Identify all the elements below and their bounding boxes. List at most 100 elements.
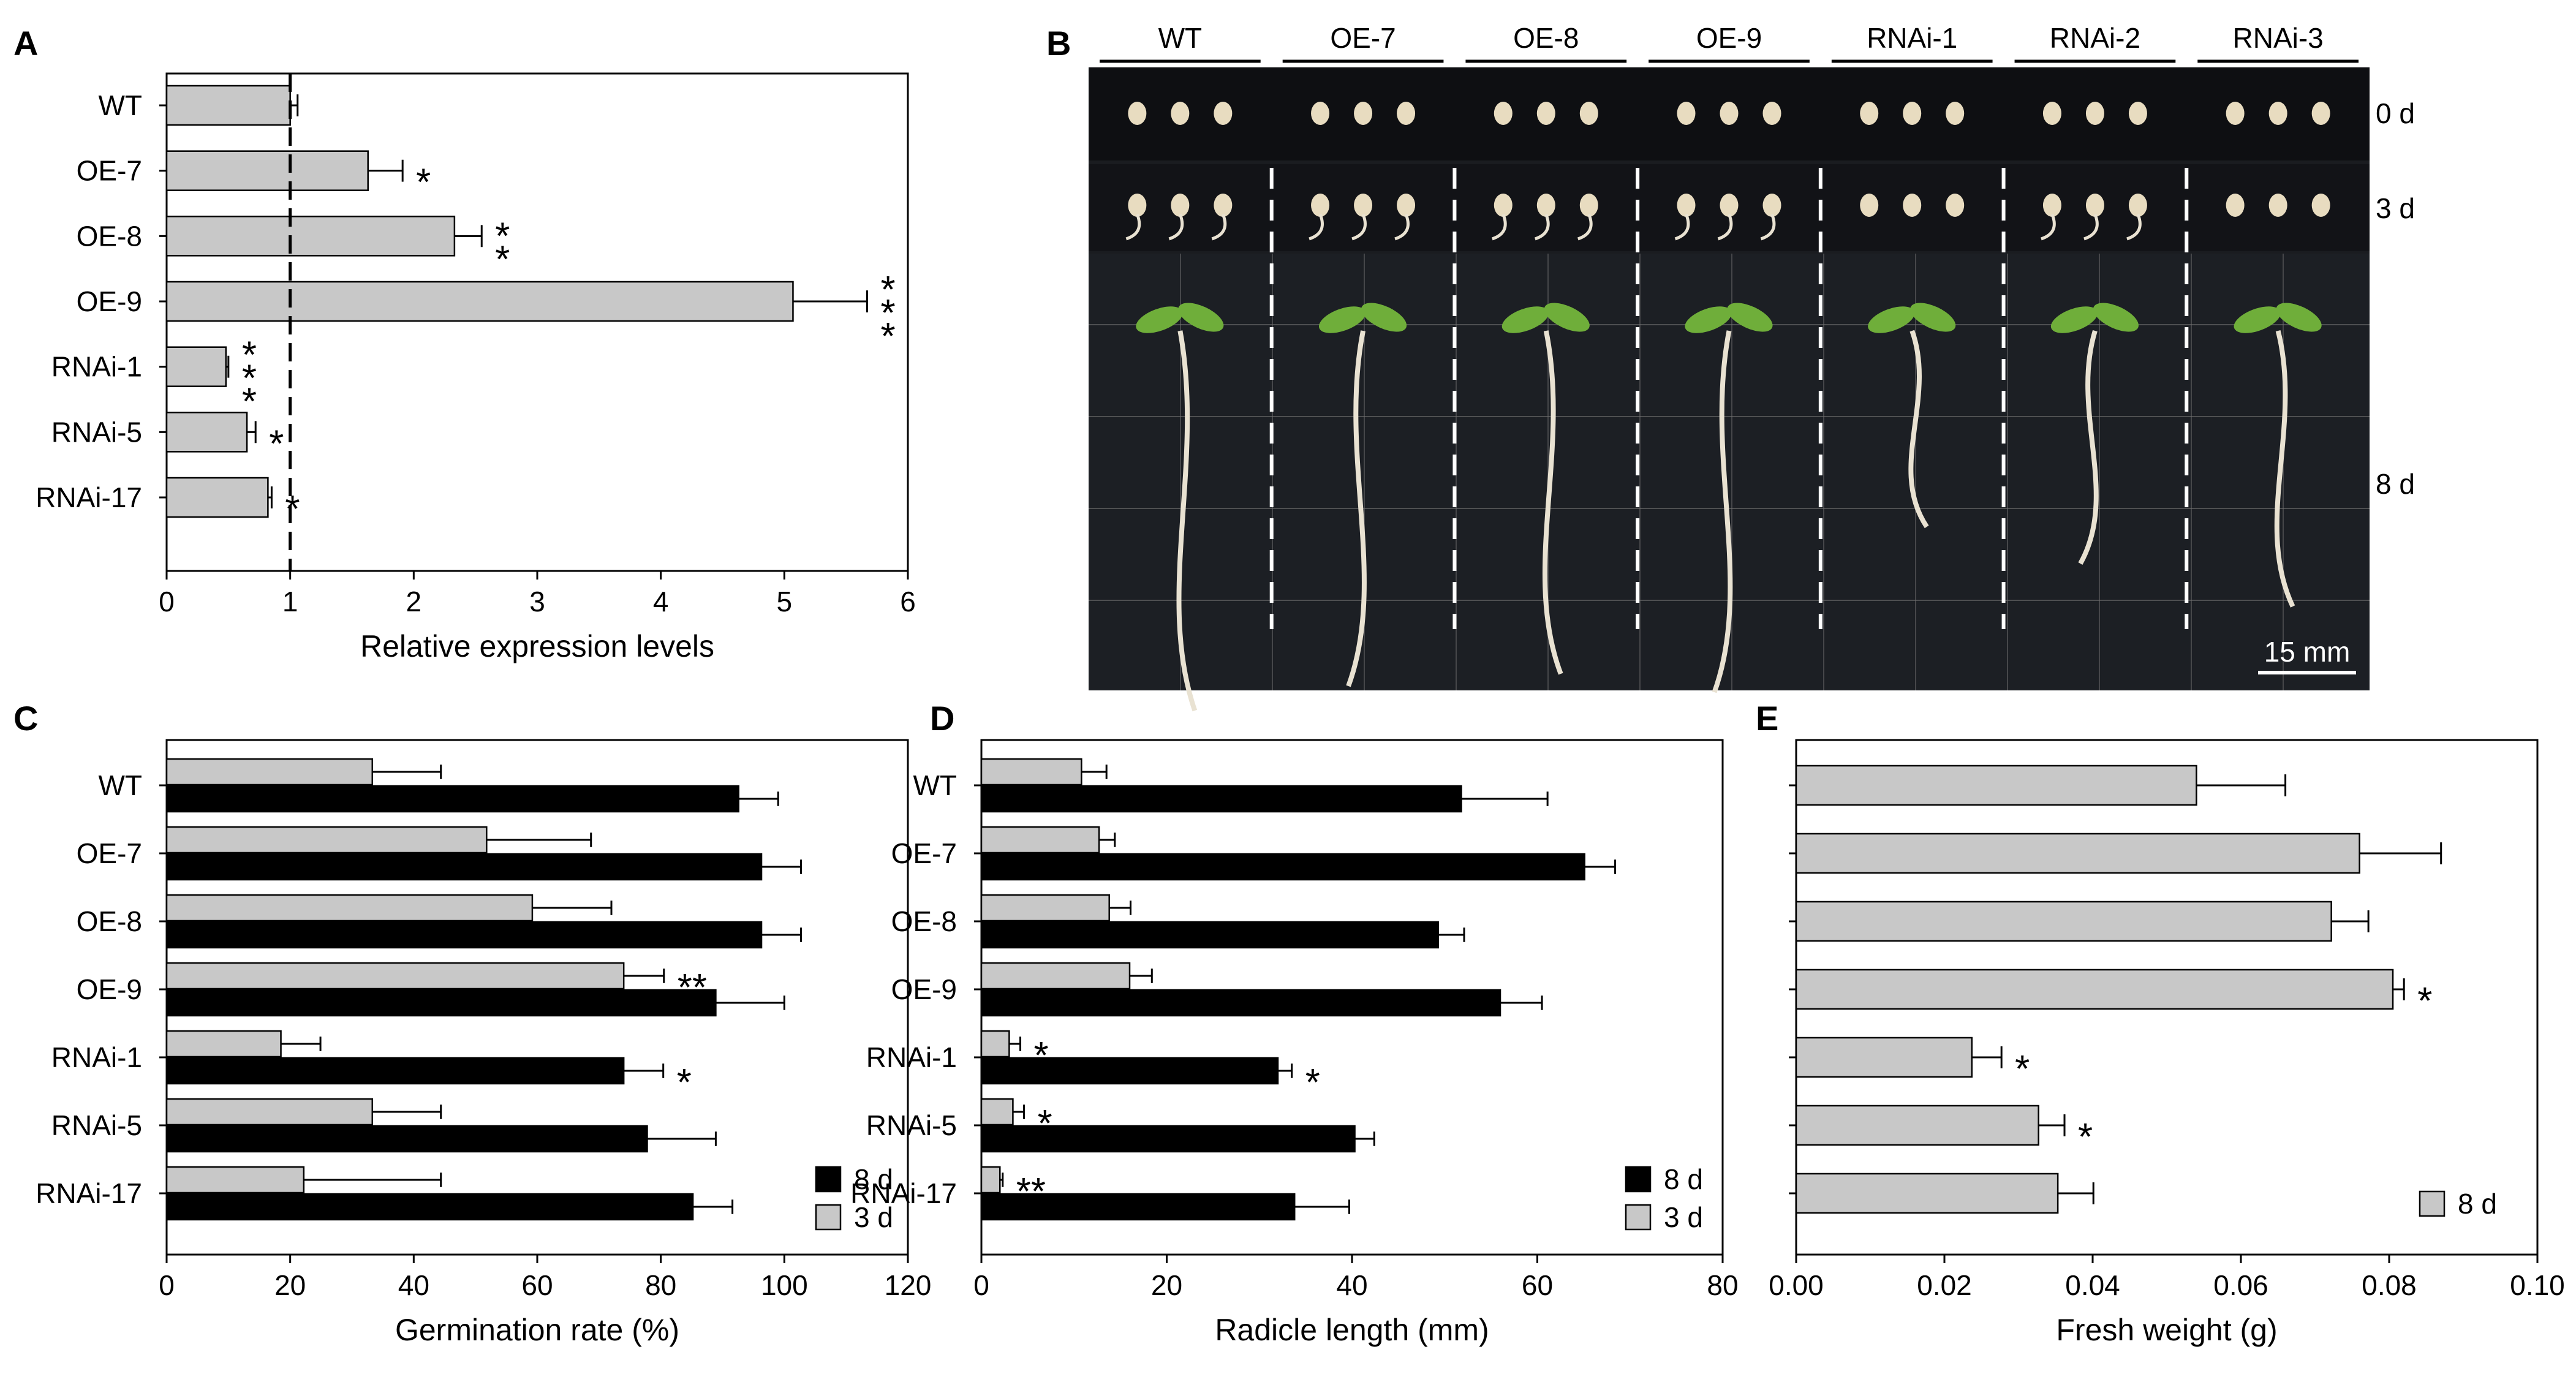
legend-swatch-8-d: [2419, 1190, 2446, 1217]
radicle-3d: [1717, 214, 1733, 241]
category-label-rnai-1: RNAi-1: [51, 1041, 142, 1073]
x-tick-label: 80: [645, 1269, 676, 1301]
seed-3d: [1171, 194, 1190, 217]
bar-8-d-rnai-17: [980, 1193, 1296, 1221]
seed: [1860, 102, 1879, 125]
x-tick-label: 0.04: [2065, 1269, 2120, 1301]
category-label-wt: WT: [913, 769, 957, 801]
legend-label-3-d: 3 d: [854, 1201, 893, 1233]
seed-3d: [1946, 194, 1965, 217]
x-tick-label: 20: [1151, 1269, 1182, 1301]
bar-3-d-rnai-1: [980, 1030, 1010, 1058]
seed-3d: [1903, 194, 1922, 217]
seed: [1354, 102, 1373, 125]
seedling-root: [1176, 330, 1198, 712]
significance-mark: *: [1305, 1062, 1320, 1104]
cotyledon: [2050, 306, 2098, 333]
cotyledon: [2234, 306, 2281, 333]
bar-8-d-oe-7: [980, 853, 1585, 881]
significance-mark: *: [880, 315, 895, 358]
cotyledon: [1178, 303, 1224, 332]
seed: [2042, 102, 2061, 125]
bar-8-d-oe-8: [980, 921, 1439, 949]
legend-label-8-d: 8 d: [2458, 1188, 2497, 1220]
panel-e: E 0.00 0.02 0.04 0.06 0.08 0.10 Fresh weight (g…: [1756, 699, 2565, 1347]
bar-3-d-rnai-5: [165, 1098, 374, 1126]
seedling-root: [2274, 330, 2295, 608]
bar-3-d-oe-8: [980, 894, 1110, 922]
radicle-3d: [2083, 214, 2099, 241]
bar-8-d-oe-9: [980, 989, 1501, 1017]
seed-3d: [1494, 194, 1513, 217]
category-label-rnai-5: RNAi-5: [51, 416, 142, 448]
bar-8-d-rnai-5: [165, 1125, 648, 1153]
panel-label-b: B: [1046, 24, 1071, 62]
bar-8-d-rnai-5: [1795, 1104, 2039, 1146]
bar-8-d-rnai-1: [980, 1057, 1279, 1085]
seed: [2226, 102, 2245, 125]
seed-3d: [2042, 194, 2061, 217]
x-axis-label: Relative expression levels: [360, 629, 714, 663]
x-tick-label: 0.06: [2213, 1269, 2268, 1301]
bar-8-d-oe-7: [1795, 833, 2360, 874]
bar-8-d-rnai-5: [980, 1125, 1356, 1153]
radicle-3d: [1534, 214, 1550, 241]
cotyledon: [1727, 303, 1773, 332]
seed: [1494, 102, 1513, 125]
significance-mark: *: [880, 292, 895, 334]
x-tick-label: 0.00: [1769, 1269, 1824, 1301]
x-tick-label: 60: [521, 1269, 553, 1301]
significance-mark: *: [416, 162, 431, 204]
bar-3-d-oe-7: [980, 826, 1100, 854]
category-label-rnai-17: RNAi-17: [36, 1177, 142, 1209]
category-label-oe-8: OE-8: [77, 905, 142, 937]
cotyledon: [1910, 303, 1956, 332]
genotype-label-oe-8: OE-8: [1513, 22, 1579, 54]
radicle-3d: [2126, 214, 2142, 241]
radicle-3d: [1351, 214, 1367, 241]
x-tick-label: 0: [973, 1269, 989, 1301]
bar-8-d-wt: [165, 785, 739, 813]
bar-value-oe-8: [165, 216, 456, 257]
significance-mark: *: [285, 488, 300, 531]
seed-3d: [2128, 194, 2147, 217]
significance-mark: *: [269, 423, 284, 465]
seed-3d: [2085, 194, 2104, 217]
cotyledon: [1361, 303, 1407, 332]
bar-8-d-wt: [980, 785, 1462, 813]
seedling-root: [1908, 330, 1929, 529]
x-tick-label: 0.10: [2510, 1269, 2565, 1301]
category-label-oe-9: OE-9: [891, 973, 957, 1005]
seed-3d: [1397, 194, 1416, 217]
bar-3-d-oe-9: [165, 962, 625, 990]
seed-3d: [1677, 194, 1696, 217]
cotyledon: [2093, 303, 2139, 332]
category-label-rnai-1: RNAi-1: [866, 1041, 957, 1073]
seed: [2128, 102, 2147, 125]
panel-label-d: D: [930, 699, 954, 738]
bar-8-d-oe-8: [165, 921, 763, 949]
category-label-oe-8: OE-8: [891, 905, 957, 937]
seed: [1128, 102, 1147, 125]
panel-label-c: C: [13, 699, 38, 738]
legend-label-3-d: 3 d: [1664, 1201, 1703, 1233]
significance-mark: *: [242, 334, 257, 377]
category-label-oe-7: OE-7: [891, 837, 957, 869]
seed: [1903, 102, 1922, 125]
significance-mark: *: [2015, 1048, 2030, 1090]
bar-3-d-wt: [980, 758, 1082, 786]
seedling-root: [2078, 330, 2099, 565]
category-label-rnai-17: RNAi-17: [36, 481, 142, 513]
time-label-8-d: 8 d: [2376, 468, 2415, 500]
bar-value-rnai-5: [165, 412, 248, 453]
seed: [2311, 102, 2330, 125]
x-tick-label: 40: [398, 1269, 429, 1301]
significance-mark: *: [242, 358, 257, 400]
category-label-rnai-5: RNAi-5: [51, 1109, 142, 1141]
seed-3d: [1762, 194, 1781, 217]
bar-3-d-oe-8: [165, 894, 534, 922]
legend-swatch-3-d: [1625, 1204, 1652, 1231]
x-tick-label: 5: [777, 586, 793, 617]
panel-b-photo: B WT OE-7 OE-8 OE-9 RNAi-1 RNAi-2 RNAi-3 0 d 3 d 8…: [1046, 22, 2415, 712]
